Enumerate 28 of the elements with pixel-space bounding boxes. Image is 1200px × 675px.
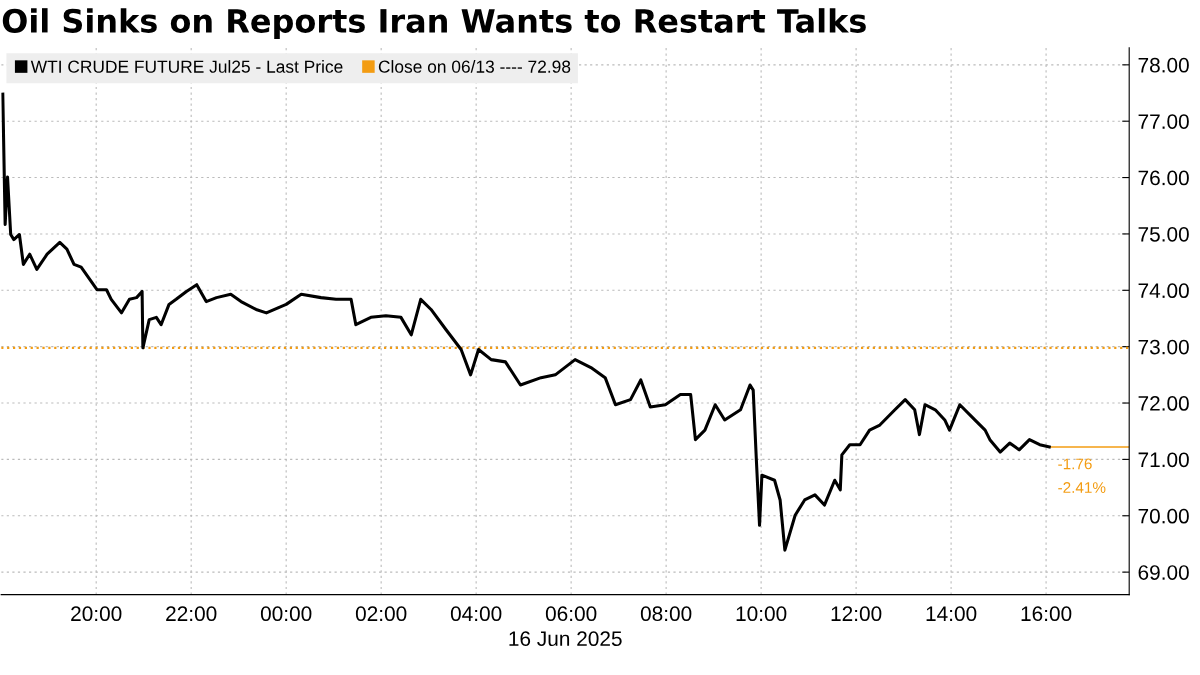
line-series (1, 92, 1051, 552)
y-tick-label: 74.00 (1138, 283, 1189, 299)
x-tick-label: 08:00 (640, 606, 692, 622)
y-tick-label: 78.00 (1138, 57, 1189, 73)
y-tick-label: 73.00 (1138, 339, 1189, 355)
x-tick-label: 10:00 (736, 606, 787, 622)
x-tick-label: 00:00 (260, 606, 312, 622)
x-tick-label: 20:00 (71, 606, 122, 622)
x-tick-label: 22:00 (166, 606, 217, 622)
x-tick-label: 06:00 (545, 606, 597, 622)
y-tick-label: 77.00 (1138, 114, 1189, 129)
y-tick-label: 71.00 (1138, 452, 1189, 468)
y-tick-label: 76.00 (1138, 170, 1189, 186)
legend-label: WTI CRUDE FUTURE Jul25 - Last Price (30, 60, 343, 73)
legend-label: Close on 06/13 ---- 72.98 (378, 60, 571, 73)
x-tick-label: 16:00 (1021, 606, 1072, 622)
y-tick-label: 70.00 (1138, 508, 1189, 524)
chart-title: Oil Sinks on Reports Iran Wants to Restart Talks (2, 8, 866, 40)
y-tick-label: 75.00 (1138, 226, 1189, 242)
x-axis-title: 16 Jun 2025 (509, 631, 622, 647)
y-tick-label: 69.00 (1138, 565, 1189, 580)
annotation: -1.76 (1058, 458, 1092, 470)
x-tick-label: 14:00 (926, 606, 977, 622)
x-tick-label: 04:00 (450, 606, 502, 622)
y-tick-label: 72.00 (1138, 396, 1189, 411)
x-tick-label: 12:00 (831, 606, 882, 622)
x-tick-label: 02:00 (355, 606, 407, 622)
annotation: -2.41% (1058, 482, 1106, 493)
